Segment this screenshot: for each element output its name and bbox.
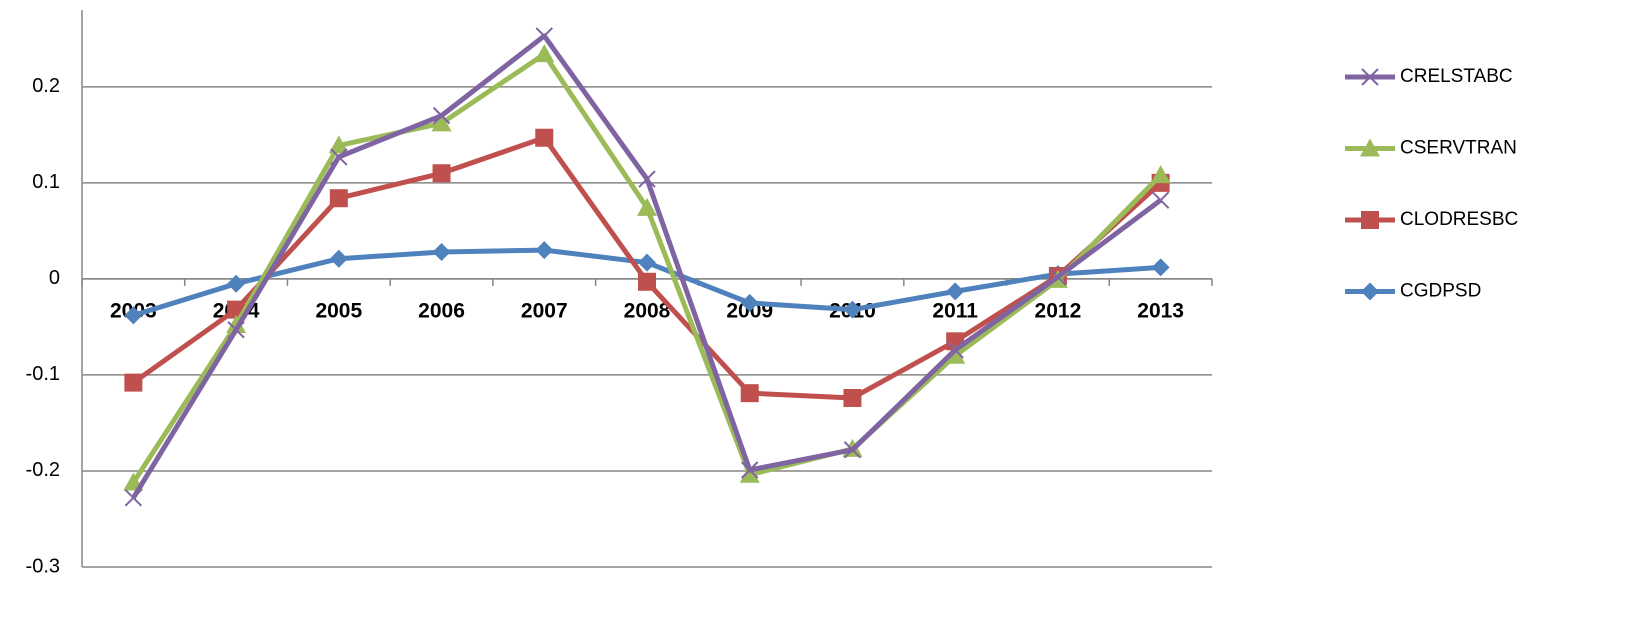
marker <box>227 321 245 339</box>
marker <box>1150 165 1171 184</box>
marker <box>329 249 348 268</box>
x-tick-label: 2011 <box>932 299 978 322</box>
marker <box>431 113 452 132</box>
legend-marker <box>1361 211 1379 229</box>
marker <box>329 189 348 208</box>
marker <box>535 241 554 260</box>
marker <box>226 314 247 333</box>
series <box>123 44 1171 491</box>
marker <box>1151 191 1170 209</box>
marker <box>638 272 656 291</box>
y-tick-label: -0.1 <box>26 363 60 385</box>
marker <box>328 135 349 154</box>
marker <box>637 197 657 216</box>
x-tick-label: 2007 <box>521 299 568 322</box>
marker <box>124 306 143 325</box>
x-tick-label: 2006 <box>418 299 465 322</box>
x-tick-label: 2008 <box>624 299 671 322</box>
marker <box>124 489 143 507</box>
marker <box>638 170 656 188</box>
marker <box>843 441 862 459</box>
marker <box>638 253 656 272</box>
y-tick-label: 0.1 <box>32 171 60 193</box>
marker <box>1151 258 1170 277</box>
legend-label: CRELSTABC <box>1400 66 1513 87</box>
y-tick-label: 0 <box>49 267 60 289</box>
marker <box>843 388 862 407</box>
y-tick-label: -0.3 <box>26 555 60 577</box>
series <box>124 241 1170 325</box>
x-tick-label: 2013 <box>1137 299 1184 322</box>
marker <box>945 345 966 364</box>
y-tick-label: -0.2 <box>26 459 60 481</box>
marker <box>741 461 759 479</box>
legend-label: CGDPSD <box>1400 281 1481 302</box>
marker <box>124 373 143 392</box>
legend-marker <box>1360 138 1380 157</box>
series <box>124 27 1170 507</box>
marker <box>1049 268 1067 286</box>
x-tick-label: 2005 <box>315 299 362 322</box>
marker <box>740 293 759 312</box>
marker <box>432 243 451 262</box>
marker <box>535 128 554 147</box>
legend-label: CLODRESBC <box>1400 209 1518 230</box>
marker <box>843 300 862 319</box>
marker <box>432 164 451 183</box>
marker <box>739 464 760 483</box>
x-tick-label: 2012 <box>1035 299 1082 322</box>
marker <box>330 148 348 166</box>
y-tick-label: 0.2 <box>32 75 60 97</box>
marker <box>227 274 246 293</box>
marker <box>432 106 451 125</box>
marker <box>946 341 964 359</box>
marker <box>534 44 555 63</box>
legend-label: CSERVTRAN <box>1400 138 1517 159</box>
marker <box>535 27 553 45</box>
legend-marker <box>1361 282 1379 301</box>
marker <box>740 384 759 403</box>
marker <box>946 282 965 301</box>
legend-marker <box>1361 68 1379 86</box>
